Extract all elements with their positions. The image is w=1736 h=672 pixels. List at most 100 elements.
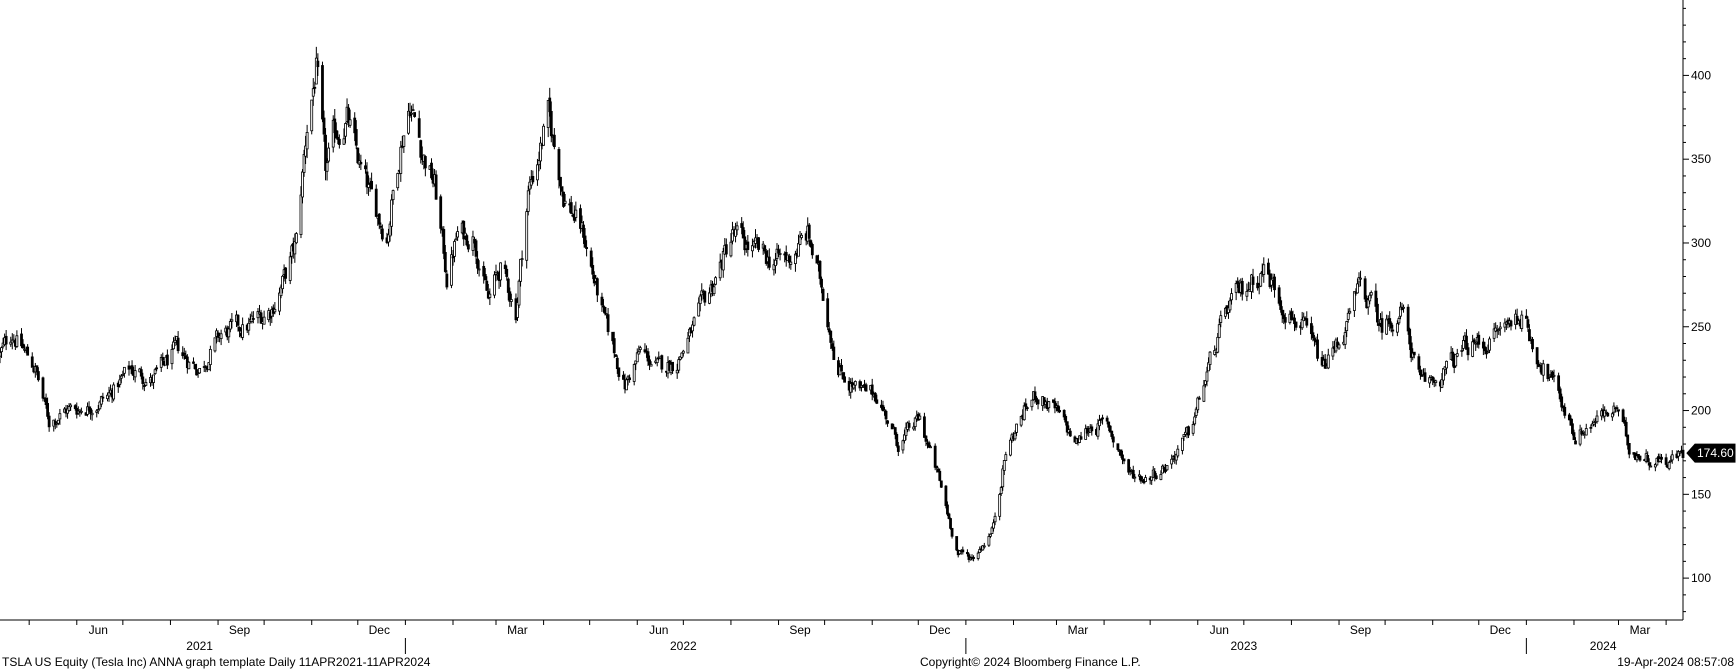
candle-body: [334, 130, 338, 139]
candle-body: [1294, 321, 1298, 328]
candle-body: [789, 261, 793, 265]
candle-body: [1196, 397, 1200, 411]
candle-body: [417, 118, 421, 138]
candle-body: [1466, 347, 1470, 356]
candle-body: [1503, 322, 1507, 328]
candle-body: [488, 293, 492, 298]
candle: [66, 405, 69, 419]
candle-body: [1638, 455, 1642, 461]
candle-body: [288, 256, 292, 281]
candle-body: [724, 244, 728, 255]
candle: [90, 409, 94, 421]
candle: [1058, 406, 1061, 414]
candle-body: [1053, 401, 1057, 409]
candle: [1395, 320, 1399, 337]
candle: [227, 325, 231, 343]
candle-body: [1116, 443, 1120, 450]
candle: [1280, 306, 1284, 323]
candle-body: [324, 134, 327, 171]
candle-body: [139, 369, 143, 377]
x-tick-label: Jun: [649, 623, 668, 637]
y-tick-label: 100: [1691, 571, 1711, 585]
candle-body: [89, 408, 92, 415]
candle: [476, 251, 479, 274]
candle: [927, 440, 931, 448]
candle-body: [1084, 428, 1088, 440]
candle-body: [299, 194, 303, 235]
candle: [207, 362, 211, 371]
candle-body: [388, 223, 392, 237]
candle-body: [1595, 415, 1599, 423]
candlestick-series: [0, 46, 1685, 563]
candle: [1022, 402, 1026, 421]
candle: [327, 142, 331, 163]
candle: [1359, 270, 1362, 287]
candle-body: [923, 416, 926, 438]
candle-body: [904, 427, 908, 436]
candle: [193, 363, 197, 370]
candle-body: [411, 109, 415, 112]
candle-body: [443, 252, 447, 272]
candle-body: [1388, 318, 1392, 325]
candle-body: [875, 399, 879, 404]
candle-body: [1110, 430, 1114, 437]
candle: [1025, 406, 1029, 412]
candle-body: [327, 147, 331, 162]
candle: [1030, 399, 1034, 411]
candle-body: [1270, 278, 1273, 286]
candle: [1217, 318, 1221, 339]
candle: [809, 239, 813, 248]
candle: [1528, 324, 1531, 342]
candle: [1483, 341, 1487, 355]
candle-body: [841, 372, 845, 380]
candle-body: [1434, 380, 1438, 383]
candle-body: [112, 384, 116, 400]
candle: [886, 420, 889, 427]
candle-body: [208, 348, 212, 366]
candle-body: [301, 171, 304, 198]
candle-body: [853, 381, 857, 386]
candle: [810, 242, 814, 259]
candle: [681, 349, 685, 357]
candle: [141, 372, 145, 390]
candle-body: [423, 156, 427, 169]
candle: [546, 100, 550, 138]
candle-body: [809, 240, 813, 247]
candle: [399, 140, 403, 182]
candle-body: [1591, 423, 1594, 427]
candle-body: [1079, 436, 1083, 440]
candle: [990, 526, 994, 534]
candle: [1279, 296, 1283, 313]
candle: [895, 432, 899, 448]
candle: [1205, 366, 1209, 387]
candle-body: [675, 369, 679, 374]
y-tick-label: 300: [1691, 236, 1711, 250]
candle-body: [884, 410, 888, 420]
candle-body: [562, 191, 565, 207]
candle-body: [680, 352, 684, 358]
candle: [0, 346, 3, 358]
candle: [585, 240, 588, 257]
candle: [1658, 453, 1662, 463]
candle: [122, 366, 126, 378]
candle: [605, 313, 608, 319]
candle: [182, 347, 186, 360]
candle: [1412, 351, 1416, 359]
candle-body: [1380, 318, 1384, 333]
candle: [938, 468, 942, 482]
candle: [520, 250, 524, 267]
candle-body: [1311, 332, 1315, 339]
candle: [1423, 368, 1427, 382]
candle: [313, 81, 317, 94]
x-tick-label: Sep: [229, 623, 251, 637]
candle: [1219, 310, 1223, 328]
candle: [741, 221, 745, 239]
candle: [1108, 425, 1112, 433]
candle-body: [614, 354, 618, 357]
candle: [482, 261, 486, 284]
candle-body: [1191, 424, 1195, 434]
candle: [1419, 365, 1422, 380]
candle: [1400, 302, 1404, 311]
candle: [1603, 406, 1607, 422]
candle-body: [1546, 363, 1550, 380]
